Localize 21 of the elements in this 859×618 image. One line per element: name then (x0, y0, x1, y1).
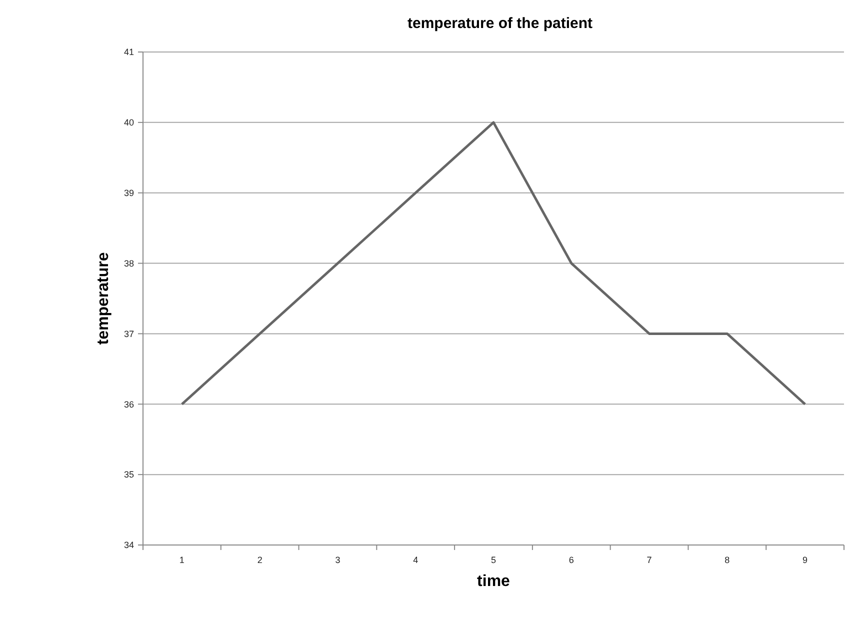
x-tick-label: 1 (179, 555, 184, 565)
x-tick-label: 2 (257, 555, 262, 565)
x-tick-label: 9 (802, 555, 808, 565)
y-tick-label: 37 (124, 328, 134, 339)
line-series (180, 121, 806, 406)
x-tick-label: 6 (568, 555, 574, 565)
x-tick-label: 7 (646, 555, 652, 565)
chart-title: temperature of the patient (407, 15, 593, 32)
x-tick-label: 4 (413, 555, 418, 565)
y-tick-label: 39 (124, 188, 134, 198)
y-tick-label: 36 (124, 399, 134, 410)
y-axis-title: temperature (95, 252, 112, 345)
y-tick-label: 38 (124, 258, 134, 268)
x-tick-label: 5 (490, 555, 496, 565)
y-tick-label: 41 (124, 47, 134, 58)
x-tick-label: 8 (724, 555, 730, 565)
y-tick-label: 35 (124, 470, 134, 480)
x-axis-title: time (477, 573, 510, 590)
y-tick-label: 40 (124, 118, 134, 128)
y-tick-label: 34 (124, 540, 134, 550)
x-tick-label: 3 (335, 555, 340, 565)
